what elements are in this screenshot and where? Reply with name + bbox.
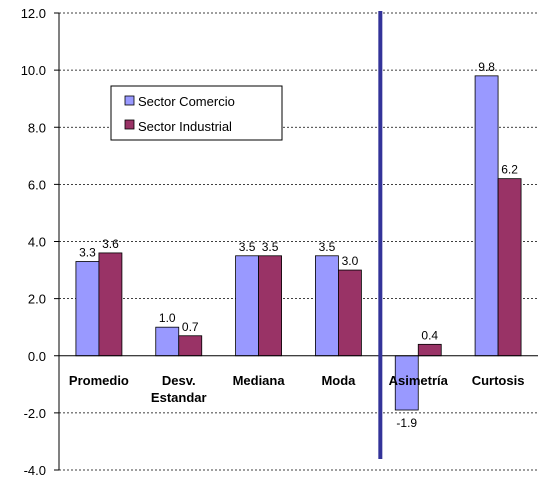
data-labels: 3.3 1.0 3.5 3.5 -1.9 9.8 3.6 0.7 3.5 3.0 0.4 6.2 [79, 60, 518, 430]
bars [75, 75, 522, 411]
y-tick-label: -4.0 [24, 463, 46, 478]
data-label: 3.5 [262, 240, 279, 254]
y-tick-label: 6.0 [28, 177, 46, 192]
x-axis-category-labels: Promedio Desv. Estandar Mediana Moda Asimetrí… [69, 373, 525, 405]
y-tick-label: 2.0 [28, 292, 46, 307]
data-label: 6.2 [501, 163, 518, 177]
legend-label-comercio: Sector Comercio [138, 94, 235, 109]
bar-sector-comercio-3 [315, 255, 339, 357]
data-label: 3.6 [102, 237, 119, 251]
x-category-label: Promedio [69, 373, 129, 388]
bar-sector-industrial-5 [497, 178, 522, 357]
x-category-label: Curtosis [472, 373, 525, 388]
data-label: 3.3 [79, 245, 96, 259]
bar-sector-comercio-5 [474, 75, 499, 357]
data-label: 3.5 [239, 240, 256, 254]
x-category-label: Mediana [233, 373, 286, 388]
y-tick-label: -2.0 [24, 406, 46, 421]
bar-sector-industrial-0 [98, 252, 123, 357]
y-axis-tick-labels: 12.0 10.0 8.0 6.0 4.0 2.0 0.0 -2.0 -4.0 [21, 6, 46, 478]
gridlines [54, 12, 538, 471]
legend-swatch-comercio [124, 95, 135, 106]
y-tick-label: 4.0 [28, 235, 46, 250]
data-label: 9.8 [478, 60, 495, 74]
legend-swatch-industrial [124, 119, 135, 130]
legend-label-industrial: Sector Industrial [138, 119, 232, 134]
bar-sector-comercio-2 [235, 255, 259, 357]
bar-sector-industrial-3 [338, 269, 362, 357]
bar-sector-industrial-2 [258, 255, 282, 357]
bar-sector-comercio-0 [75, 261, 100, 357]
data-label: 3.0 [342, 254, 359, 268]
x-category-label: Asimetría [389, 373, 449, 388]
data-label: 1.0 [159, 311, 176, 325]
x-category-label: Moda [321, 373, 356, 388]
bar-sector-industrial-4 [417, 343, 442, 357]
y-tick-label: 12.0 [21, 6, 46, 21]
x-category-label: Estandar [151, 390, 207, 405]
legend-box [110, 85, 283, 141]
data-label: 0.4 [421, 328, 438, 342]
bar-sector-industrial-1 [178, 335, 203, 357]
y-tick-label: 0.0 [28, 349, 46, 364]
y-tick-label: 8.0 [28, 120, 46, 135]
legend: Sector Comercio Sector Industrial [110, 85, 283, 141]
y-tick-label: 10.0 [21, 63, 46, 78]
bar-sector-comercio-1 [155, 326, 180, 357]
data-label: -1.9 [396, 416, 417, 430]
data-label: 0.7 [182, 320, 199, 334]
axes [58, 11, 538, 470]
data-label: 3.5 [319, 240, 336, 254]
x-category-label: Desv. [162, 373, 196, 388]
